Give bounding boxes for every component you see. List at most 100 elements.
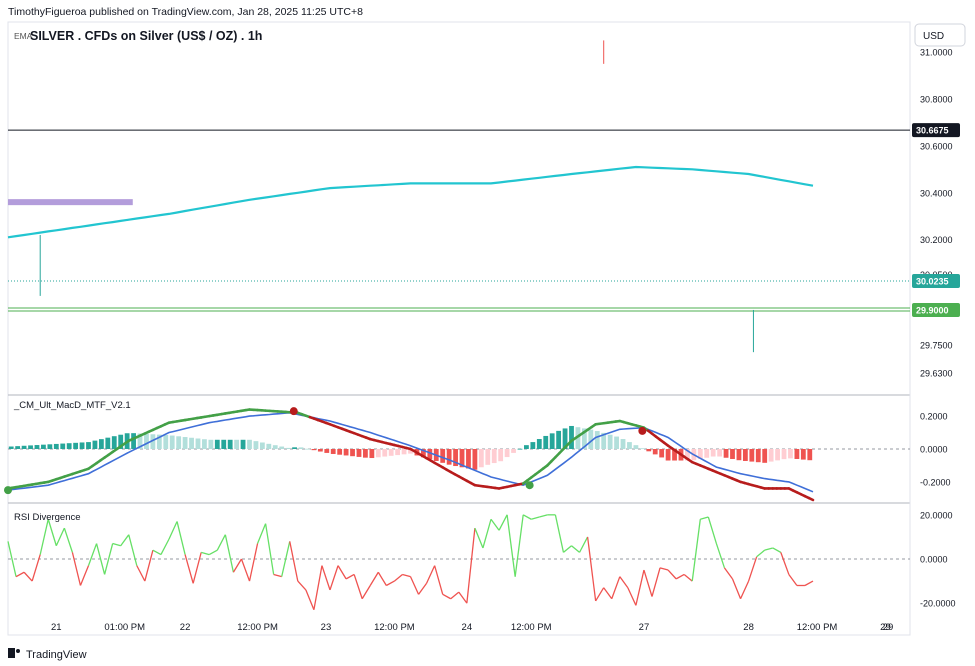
macd-histogram-bar xyxy=(298,447,304,449)
macd-histogram-bar xyxy=(646,449,652,452)
macd-histogram-bar xyxy=(685,449,690,461)
macd-histogram-bar xyxy=(202,439,207,449)
rsi-line-segment xyxy=(79,565,90,586)
time-axis[interactable]: 21 01:00 PM 22 12:00 PM 23 12:00 PM 24 12:00 PM… xyxy=(51,622,893,633)
macd-histogram-bar xyxy=(742,449,748,461)
rsi-line-segment xyxy=(369,571,379,586)
price-label-bg xyxy=(912,274,960,289)
price-label-last: 30.0235 xyxy=(916,277,949,287)
macd-histogram-bar xyxy=(189,437,194,449)
macd-histogram-bar xyxy=(762,449,768,463)
rsi-line-segment xyxy=(192,552,202,584)
macd-histogram-bar xyxy=(382,449,388,457)
time-tick-label: 01:00 PM xyxy=(104,622,145,633)
rsi-line-segment xyxy=(402,573,411,578)
rsi-line-segment xyxy=(603,587,613,600)
macd-histogram-bar xyxy=(440,449,446,463)
macd-histogram-bar xyxy=(369,449,375,459)
rsi-line-segment xyxy=(731,578,742,599)
rsi-line-segment xyxy=(651,567,661,597)
currency-button[interactable]: USD xyxy=(914,23,966,47)
rsi-line-segment xyxy=(764,547,773,551)
currency-label: USD xyxy=(923,31,944,42)
macd-histogram-bar xyxy=(8,446,14,449)
macd-histogram-bar xyxy=(350,449,355,457)
rsi-line-segment xyxy=(329,565,339,591)
rsi-line-segment xyxy=(788,574,798,586)
purple-zone[interactable] xyxy=(8,199,133,206)
macd-histogram-bar xyxy=(697,449,703,459)
macd-histogram-bar xyxy=(775,449,780,461)
macd-histogram-bar xyxy=(98,439,104,449)
rsi-pane[interactable]: 20.0000 0.0000 -20.0000 xyxy=(7,510,956,611)
rsi-line-segment xyxy=(232,558,243,573)
macd-histogram-bar xyxy=(259,442,265,449)
time-tick-label: 28 xyxy=(743,622,754,633)
rsi-line-segment xyxy=(264,523,275,575)
macd-histogram-bar xyxy=(330,449,336,454)
rsi-line-segment xyxy=(595,587,605,602)
rsi-line-segment xyxy=(554,514,565,553)
tv-logo-text: TradingView xyxy=(26,649,87,661)
rsi-line-segment xyxy=(635,569,645,606)
macd-histogram-bar xyxy=(478,449,484,468)
macd-histogram-bar xyxy=(337,449,343,455)
rsi-line-segment xyxy=(700,516,709,520)
macd-histogram-bar xyxy=(614,436,619,449)
macd-histogram-bar xyxy=(292,447,297,449)
rsi-line-segment xyxy=(71,552,82,586)
rsi-line-segment xyxy=(361,585,371,600)
rsi-line-segment xyxy=(643,569,653,597)
macd-histogram-bar xyxy=(176,436,182,449)
macd-histogram-bar xyxy=(266,443,272,449)
macd-histogram-bar xyxy=(105,437,111,449)
rsi-line-segment xyxy=(707,516,718,544)
macd-histogram-bar xyxy=(279,446,285,449)
rsi-line-segment xyxy=(466,528,476,604)
macd-histogram-bar xyxy=(620,439,626,449)
macd-histogram-bar xyxy=(388,449,394,456)
macd-histogram-bar xyxy=(485,449,491,465)
rsi-line-segment xyxy=(120,534,130,547)
macd-histogram-bar xyxy=(34,445,40,449)
macd-histogram-bar xyxy=(588,429,594,449)
macd-histogram-bar xyxy=(530,442,536,449)
time-tick-label: 24 xyxy=(462,622,473,633)
macd-signal-line[interactable] xyxy=(7,411,814,493)
macd-histogram-bar xyxy=(472,449,478,470)
macd-cross-dot[interactable] xyxy=(289,407,298,416)
price-label-green: 29.9000 xyxy=(916,305,949,315)
macd-histogram-bar xyxy=(781,449,787,460)
macd-histogram-bar xyxy=(659,449,665,458)
macd-cross-dot[interactable] xyxy=(525,481,534,490)
macd-line-segment xyxy=(807,496,815,502)
ema-line[interactable] xyxy=(7,165,814,239)
rsi-line-segment xyxy=(216,534,226,551)
macd-histogram-bar xyxy=(723,449,729,458)
macd-histogram-bar xyxy=(60,443,66,449)
macd-pane[interactable]: 0.2000 0.0000 -0.2000 xyxy=(4,407,951,502)
published-caption: TimothyFigueroa published on TradingView… xyxy=(8,6,363,18)
macd-cross-dot[interactable] xyxy=(638,426,647,435)
main-price-pane[interactable]: 31.0000 30.8000 30.6000 30.4000 30.2000 29.75… xyxy=(7,0,960,379)
macd-histogram-bar xyxy=(420,449,426,458)
rsi-line-segment xyxy=(377,571,387,586)
price-tick-label: 30.8000 xyxy=(920,95,953,105)
macd-histogram-bar xyxy=(221,439,227,449)
macd-histogram-bar xyxy=(504,449,510,458)
rsi-line-segment xyxy=(128,534,138,566)
macd-histogram-bar xyxy=(234,439,240,449)
macd-cross-dot[interactable] xyxy=(4,486,12,495)
rsi-line-segment xyxy=(168,521,178,540)
rsi-line-segment xyxy=(136,565,146,582)
rsi-line-segment xyxy=(103,543,114,575)
macd-histogram-bar xyxy=(665,449,671,461)
rsi-line-segment xyxy=(409,576,420,595)
rsi-line-segment xyxy=(15,571,25,578)
rsi-line-segment xyxy=(611,576,621,599)
rsi-line-segment xyxy=(804,580,814,587)
macd-histogram-bar xyxy=(317,449,323,452)
macd-histogram-bar xyxy=(794,449,800,459)
macd-histogram-bar xyxy=(800,449,806,460)
macd-histogram-bar xyxy=(717,449,723,457)
